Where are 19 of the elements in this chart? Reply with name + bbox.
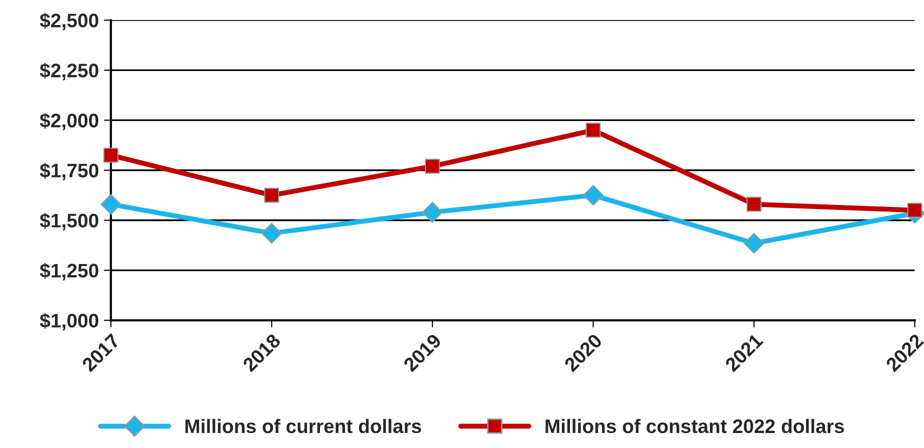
y-tick-label: $1,250 — [40, 262, 98, 280]
legend-label: Millions of current dollars — [185, 418, 422, 434]
point — [100, 194, 122, 215]
point — [422, 202, 443, 223]
point — [103, 148, 118, 163]
point — [582, 184, 604, 206]
point — [746, 196, 762, 212]
y-tick-label: $2,500 — [40, 12, 98, 30]
point — [586, 122, 601, 138]
y-tick-label: $2,000 — [40, 112, 98, 130]
point — [744, 232, 764, 254]
y-tick-label: $2,250 — [40, 62, 98, 80]
point — [261, 222, 282, 244]
point — [264, 188, 280, 203]
y-tick-label: $1,750 — [40, 162, 98, 180]
legend-label: Millions of constant 2022 dollars — [546, 418, 844, 434]
y-tick-label: $1,500 — [40, 212, 98, 230]
point — [424, 158, 440, 174]
y-tick-label: $1,000 — [40, 312, 98, 330]
